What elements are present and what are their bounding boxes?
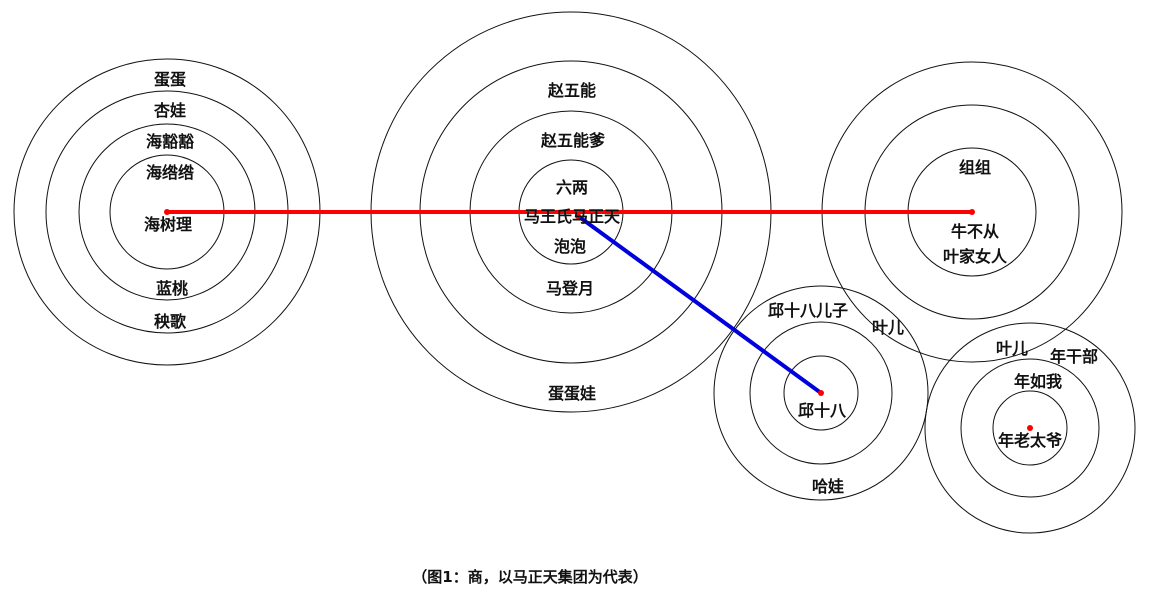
label-liuliang: 六两 [556, 178, 588, 197]
label-zhao-wuneng-die: 赵五能爹 [540, 131, 606, 150]
label-nian-ganbu: 年干部 [1050, 347, 1098, 366]
ring [960, 358, 1100, 498]
ring [749, 321, 893, 465]
group-qiu-shiba [713, 285, 929, 501]
label-zhao-wuneng: 赵五能 [547, 81, 596, 100]
center-dot [818, 390, 824, 396]
group-nian-laotaiye [924, 322, 1136, 534]
label-xingwa: 杏娃 [153, 101, 186, 120]
label-zuzu: 组组 [959, 158, 991, 177]
center-dot [969, 209, 975, 215]
label-dandanwa: 蛋蛋娃 [548, 384, 596, 403]
label-niu-bucong: 牛不从 [951, 222, 999, 241]
label-nian-ruwo: 年如我 [1014, 372, 1062, 391]
label-hai-shuli: 海树理 [144, 215, 192, 234]
ring [992, 390, 1068, 466]
ring [713, 285, 929, 501]
center-dot [1027, 425, 1033, 431]
label-lantao: 蓝桃 [156, 279, 188, 298]
ring [924, 322, 1136, 534]
label-ye-jia-nvren: 叶家女人 [943, 247, 1008, 266]
label-yeer-lower: 叶儿 [996, 339, 1028, 358]
label-nian-laotaiye: 年老太爷 [998, 431, 1063, 450]
center-dot [575, 213, 581, 219]
label-ma-dengyue: 马登月 [546, 279, 594, 298]
label-hai-liuliu: 海绺绺 [146, 163, 194, 182]
center-dot [164, 209, 170, 215]
label-hai-huohuo: 海豁豁 [146, 132, 195, 151]
label-yeer-upper: 叶儿 [872, 318, 904, 337]
ring [783, 355, 859, 431]
label-ma-wangshi-ma-zhengtian: 马王氏马正天 [524, 207, 621, 226]
label-qiu-shiba: 邱十八 [798, 401, 847, 420]
label-paopao: 泡泡 [554, 237, 586, 256]
label-qiu-shiba-erzi: 邱十八儿子 [768, 301, 848, 320]
label-dandan: 蛋蛋 [154, 70, 186, 89]
figure-caption: （图1：商，以马正天集团为代表） [412, 568, 647, 586]
label-hawa: 哈娃 [812, 477, 844, 496]
label-yangge: 秧歌 [154, 312, 187, 331]
blue-connection-line [576, 214, 823, 395]
